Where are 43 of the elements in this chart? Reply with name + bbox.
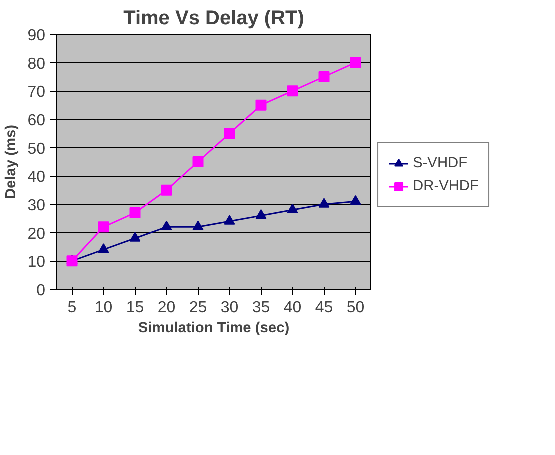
x-tick-label: 15 [126, 300, 144, 316]
chart-title: Time Vs Delay (RT) [124, 8, 304, 30]
x-tick-label: 30 [220, 300, 239, 316]
y-tick-label: 50 [28, 140, 46, 158]
y-tick-label: 40 [28, 169, 46, 186]
point [130, 208, 141, 218]
y-axis-title: Delay (ms) [4, 124, 20, 200]
y-tick-label: 20 [28, 226, 46, 243]
point [161, 220, 172, 231]
y-tick-label: 60 [28, 112, 46, 130]
point [287, 86, 298, 97]
point [192, 156, 204, 168]
x-tick-label: 35 [252, 300, 270, 316]
x-tick-label: 50 [346, 300, 365, 316]
legend-label: DR-VHDF [413, 178, 479, 194]
point [318, 198, 330, 208]
x-tick-label: 40 [284, 300, 302, 316]
point [130, 232, 141, 242]
point [192, 220, 204, 231]
point [98, 244, 110, 254]
point [224, 215, 236, 225]
point [256, 210, 267, 220]
point [318, 72, 330, 82]
point [224, 128, 236, 140]
x-tick-label: 20 [158, 300, 176, 316]
x-axis-title: Simulation Time (sec) [138, 320, 290, 336]
x-tick-label: 45 [315, 300, 334, 316]
x-tick-label: 5 [68, 300, 77, 316]
point [256, 100, 267, 111]
y-tick-label: 70 [28, 84, 46, 102]
legend-label: S-VHDF [413, 155, 468, 171]
y-tick-label: 90 [28, 28, 46, 44]
y-tick-label: 0 [36, 282, 46, 300]
point [98, 222, 110, 233]
y-tick-label: 10 [28, 254, 46, 272]
point [287, 204, 298, 214]
y-tick-label: 80 [28, 56, 46, 73]
point [161, 184, 172, 196]
point [350, 195, 362, 206]
x-tick-label: 10 [94, 300, 113, 316]
point [350, 57, 362, 68]
x-tick-label: 25 [189, 300, 208, 316]
y-tick-label: 30 [28, 198, 46, 214]
